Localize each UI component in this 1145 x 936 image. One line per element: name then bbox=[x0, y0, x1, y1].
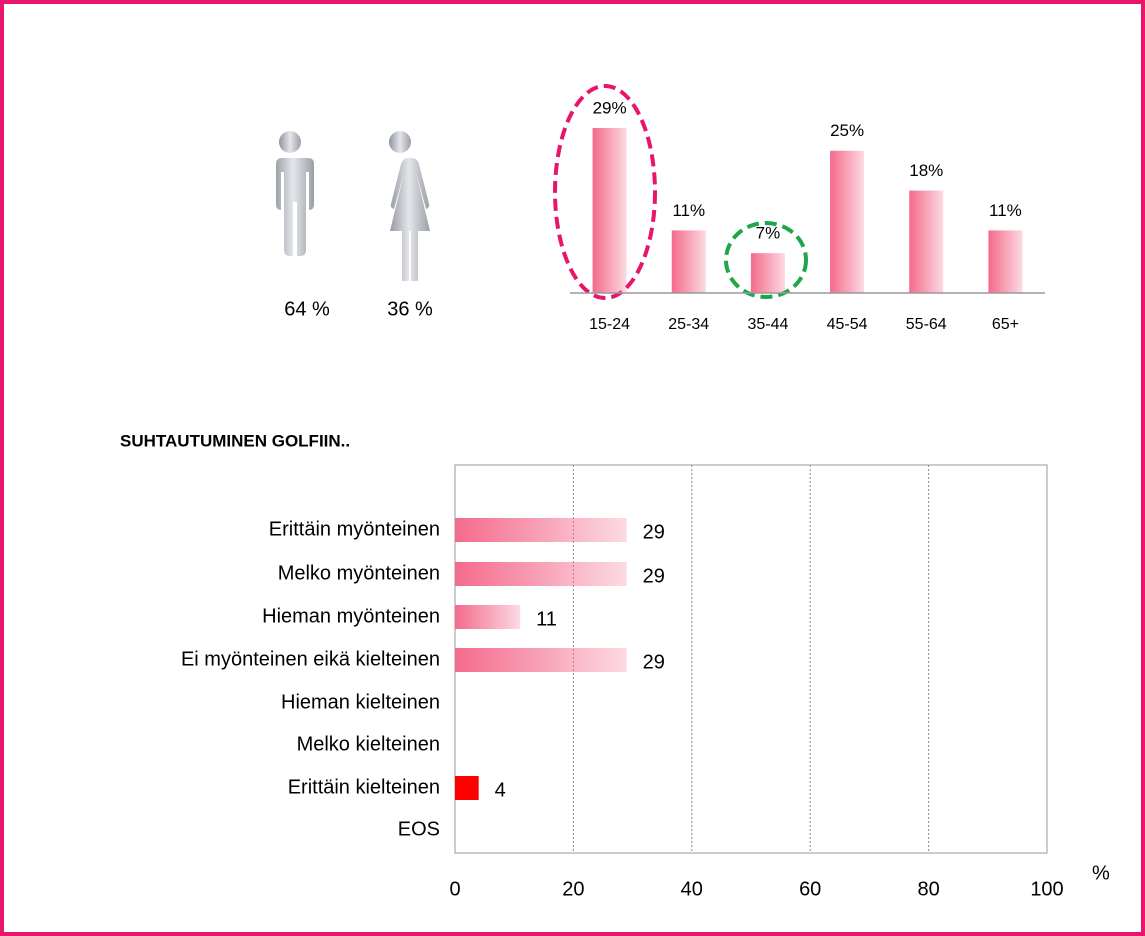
x-tick-label: 55-64 bbox=[906, 316, 947, 333]
bar bbox=[671, 230, 706, 293]
value-label: 4 bbox=[495, 779, 506, 801]
bar bbox=[455, 518, 627, 542]
value-label: 18% bbox=[909, 161, 943, 180]
y-tick-label: Erittäin myönteinen bbox=[269, 518, 440, 540]
y-tick-label: Erittäin kielteinen bbox=[288, 776, 440, 798]
x-axis-label: % bbox=[1092, 862, 1110, 884]
bar bbox=[750, 253, 785, 293]
value-label: 29 bbox=[643, 521, 665, 543]
bar bbox=[455, 776, 479, 800]
male-icon bbox=[272, 131, 314, 256]
highlight-ellipse bbox=[724, 221, 808, 299]
value-label: 64 % bbox=[284, 298, 330, 320]
value-label: 36 % bbox=[387, 298, 433, 320]
bar bbox=[988, 230, 1023, 293]
bar bbox=[830, 150, 865, 293]
bar bbox=[592, 127, 627, 294]
value-label: 11% bbox=[989, 201, 1022, 220]
y-tick-label: Melko kielteinen bbox=[297, 733, 440, 755]
bar bbox=[909, 190, 944, 293]
female-icon bbox=[388, 131, 430, 281]
x-tick-label: 100 bbox=[1030, 878, 1063, 900]
x-tick-label: 0 bbox=[449, 878, 460, 900]
x-tick-label: 20 bbox=[562, 878, 584, 900]
value-label: 25% bbox=[830, 121, 864, 140]
x-tick-label: 35-44 bbox=[747, 316, 788, 333]
chart-title: SUHTAUTUMINEN GOLFIIN.. bbox=[120, 431, 350, 450]
x-tick-label: 15-24 bbox=[589, 316, 630, 333]
bar bbox=[455, 562, 627, 586]
value-label: 29 bbox=[643, 565, 665, 587]
value-label: 29% bbox=[593, 98, 627, 117]
y-tick-label: Hieman myönteinen bbox=[262, 605, 440, 627]
y-tick-label: EOS bbox=[398, 818, 440, 840]
value-label: 7% bbox=[756, 224, 781, 243]
value-label: 11% bbox=[672, 201, 705, 220]
x-tick-label: 40 bbox=[681, 878, 703, 900]
x-tick-label: 65+ bbox=[992, 316, 1019, 333]
value-label: 11 bbox=[536, 608, 557, 630]
x-tick-label: 80 bbox=[917, 878, 939, 900]
y-tick-label: Ei myönteinen eikä kielteinen bbox=[181, 648, 440, 670]
y-tick-label: Hieman kielteinen bbox=[281, 691, 440, 713]
x-tick-label: 60 bbox=[799, 878, 821, 900]
highlight-ellipse bbox=[553, 84, 657, 300]
x-tick-label: 25-34 bbox=[668, 316, 709, 333]
value-label: 29 bbox=[643, 651, 665, 673]
bar bbox=[455, 648, 627, 672]
y-tick-label: Melko myönteinen bbox=[278, 562, 440, 584]
x-tick-label: 45-54 bbox=[827, 316, 868, 333]
bar bbox=[455, 605, 521, 629]
